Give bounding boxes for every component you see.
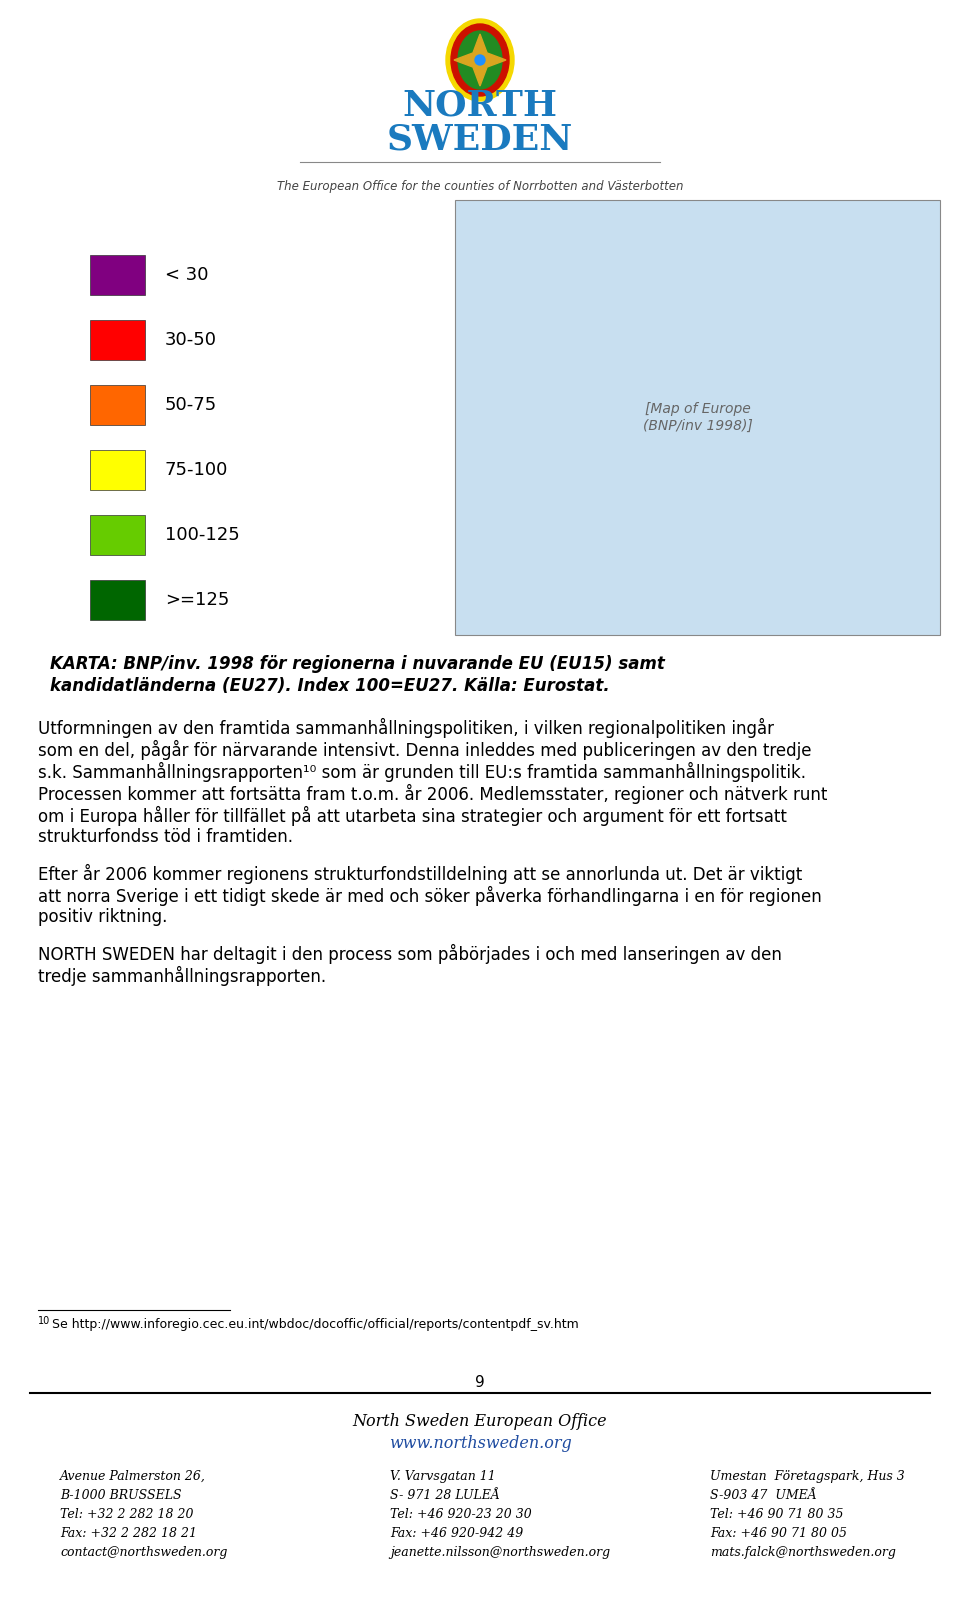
Text: s.k. Sammanhållningsrapporten¹⁰ som är grunden till EU:s framtida sammanhållning: s.k. Sammanhållningsrapporten¹⁰ som är g… <box>38 761 806 782</box>
Text: mats.falck@northsweden.org: mats.falck@northsweden.org <box>710 1545 896 1560</box>
Text: om i Europa håller för tillfället på att utarbeta sina strategier och argument f: om i Europa håller för tillfället på att… <box>38 806 787 826</box>
Text: NORTH: NORTH <box>402 89 558 123</box>
Text: [Map of Europe
(BNP/inv 1998)]: [Map of Europe (BNP/inv 1998)] <box>642 402 753 432</box>
Text: Tel: +46 90 71 80 35: Tel: +46 90 71 80 35 <box>710 1508 844 1521</box>
Text: Tel: +46 920-23 20 30: Tel: +46 920-23 20 30 <box>390 1508 532 1521</box>
Text: S-903 47  UMEÅ: S-903 47 UMEÅ <box>710 1489 817 1502</box>
Circle shape <box>475 55 485 65</box>
Text: The European Office for the counties of Norrbotten and Västerbotten: The European Office for the counties of … <box>276 181 684 194</box>
Text: 10: 10 <box>38 1316 50 1326</box>
Text: 75-100: 75-100 <box>165 461 228 479</box>
Text: positiv riktning.: positiv riktning. <box>38 908 167 926</box>
Text: Processen kommer att fortsätta fram t.o.m. år 2006. Medlemsstater, regioner och : Processen kommer att fortsätta fram t.o.… <box>38 784 828 803</box>
Text: strukturfondss töd i framtiden.: strukturfondss töd i framtiden. <box>38 827 293 845</box>
Text: NORTH SWEDEN har deltagit i den process som påbörjades i och med lanseringen av : NORTH SWEDEN har deltagit i den process … <box>38 944 781 965</box>
Text: North Sweden European Office: North Sweden European Office <box>352 1413 608 1431</box>
Text: < 30: < 30 <box>165 266 208 284</box>
Text: KARTA: BNP/inv. 1998 för regionerna i nuvarande EU (EU15) samt: KARTA: BNP/inv. 1998 för regionerna i nu… <box>50 655 665 673</box>
Text: 50-75: 50-75 <box>165 397 217 415</box>
Text: 100-125: 100-125 <box>165 526 240 544</box>
Text: att norra Sverige i ett tidigt skede är med och söker påverka förhandlingarna i : att norra Sverige i ett tidigt skede är … <box>38 886 822 907</box>
Bar <box>90 450 145 490</box>
Text: Fax: +46 920-942 49: Fax: +46 920-942 49 <box>390 1528 523 1540</box>
Text: SWEDEN: SWEDEN <box>387 123 573 156</box>
Text: tredje sammanhållningsrapporten.: tredje sammanhållningsrapporten. <box>38 966 326 986</box>
Bar <box>90 581 145 619</box>
Text: V. Varvsgatan 11: V. Varvsgatan 11 <box>390 1469 495 1482</box>
Bar <box>455 200 940 636</box>
Text: kandidatländerna (EU27). Index 100=EU27. Källa: Eurostat.: kandidatländerna (EU27). Index 100=EU27.… <box>50 677 610 695</box>
Bar <box>90 515 145 555</box>
Text: Utformningen av den framtida sammanhållningspolitiken, i vilken regionalpolitike: Utformningen av den framtida sammanhålln… <box>38 718 774 739</box>
Text: B-1000 BRUSSELS: B-1000 BRUSSELS <box>60 1489 181 1502</box>
Text: S- 971 28 LULEÅ: S- 971 28 LULEÅ <box>390 1489 500 1502</box>
Ellipse shape <box>446 19 514 102</box>
Text: Efter år 2006 kommer regionens strukturfondstilldelning att se annorlunda ut. De: Efter år 2006 kommer regionens strukturf… <box>38 865 803 884</box>
Text: Fax: +46 90 71 80 05: Fax: +46 90 71 80 05 <box>710 1528 847 1540</box>
Ellipse shape <box>451 24 509 97</box>
Bar <box>90 319 145 360</box>
Text: Avenue Palmerston 26,: Avenue Palmerston 26, <box>60 1469 205 1482</box>
Text: som en del, pågår för närvarande intensivt. Denna inleddes med publiceringen av : som en del, pågår för närvarande intensi… <box>38 740 811 760</box>
Text: Fax: +32 2 282 18 21: Fax: +32 2 282 18 21 <box>60 1528 197 1540</box>
Polygon shape <box>454 34 506 85</box>
Bar <box>90 255 145 295</box>
Text: Se http://www.inforegio.cec.eu.int/wbdoc/docoffic/official/reports/contentpdf_sv: Se http://www.inforegio.cec.eu.int/wbdoc… <box>52 1318 579 1331</box>
Text: Umestan  Företagspark, Hus 3: Umestan Företagspark, Hus 3 <box>710 1469 904 1482</box>
Text: contact@northsweden.org: contact@northsweden.org <box>60 1545 228 1560</box>
Text: www.northsweden.org: www.northsweden.org <box>389 1436 571 1452</box>
Text: 30-50: 30-50 <box>165 331 217 348</box>
Text: Tel: +32 2 282 18 20: Tel: +32 2 282 18 20 <box>60 1508 194 1521</box>
Ellipse shape <box>458 31 502 89</box>
Text: 9: 9 <box>475 1374 485 1390</box>
Text: >=125: >=125 <box>165 590 229 610</box>
Bar <box>90 386 145 424</box>
Text: jeanette.nilsson@northsweden.org: jeanette.nilsson@northsweden.org <box>390 1545 611 1560</box>
